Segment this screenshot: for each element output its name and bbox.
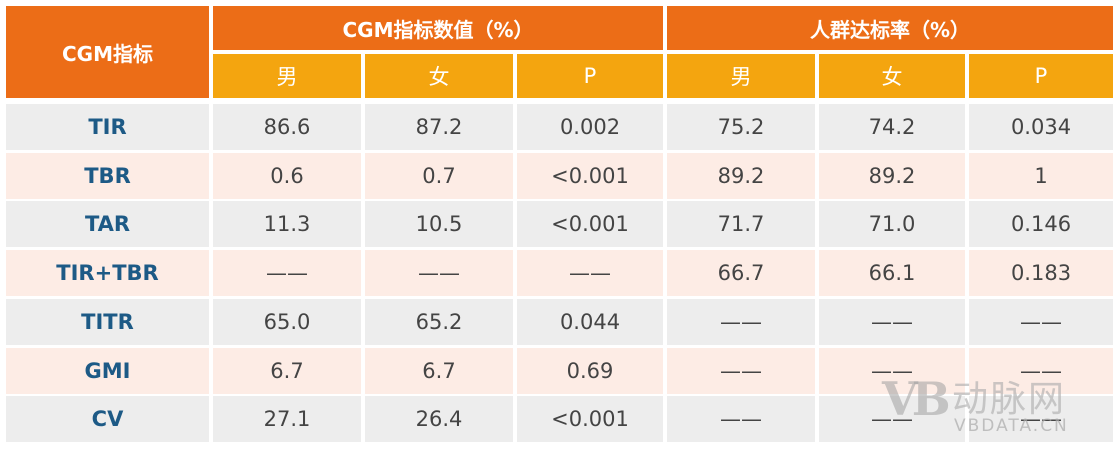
sub-header: P (969, 54, 1113, 98)
table-cell: 71.7 (667, 201, 815, 247)
table-cell: 66.7 (667, 250, 815, 296)
table-cell: 71.0 (819, 201, 965, 247)
table-cell: —— (365, 250, 513, 296)
vb-logo-icon: VB (882, 372, 951, 426)
table-cell: <0.001 (517, 153, 663, 199)
table-cell: —— (969, 348, 1113, 394)
table-cell: 0.146 (969, 201, 1113, 247)
table-cell: 65.0 (213, 299, 361, 345)
vbdata-watermark: VB 动脉网 VBDATA.CN (882, 368, 1112, 448)
metric-name: TBR (6, 153, 209, 199)
table-cell: 0.034 (969, 104, 1113, 150)
table-cell: 89.2 (667, 153, 815, 199)
table-cell: 26.4 (365, 396, 513, 442)
corner-header: CGM指标 (6, 6, 209, 98)
table-cell: <0.001 (517, 396, 663, 442)
table-cell: 75.2 (667, 104, 815, 150)
table-cell: —— (213, 250, 361, 296)
table-cell: 10.5 (365, 201, 513, 247)
table-cell: 65.2 (365, 299, 513, 345)
metric-name: TIR+TBR (6, 250, 209, 296)
metric-name: TAR (6, 201, 209, 247)
table-cell: —— (667, 348, 815, 394)
watermark-en-text: VBDATA.CN (954, 416, 1069, 436)
sub-header: 男 (213, 54, 361, 98)
sub-header: 女 (819, 54, 965, 98)
table-cell: 0.044 (517, 299, 663, 345)
group-header-rate: 人群达标率（%） (667, 6, 1113, 50)
table-cell: 0.6 (213, 153, 361, 199)
table-cell: 6.7 (365, 348, 513, 394)
table-cell: 27.1 (213, 396, 361, 442)
table-cell: <0.001 (517, 201, 663, 247)
watermark-cn-text: 动脉网 (952, 379, 1067, 420)
table-cell: —— (969, 299, 1113, 345)
metric-name: CV (6, 396, 209, 442)
table-cell: 0.183 (969, 250, 1113, 296)
sub-header: 女 (365, 54, 513, 98)
group-header-values: CGM指标数值（%） (213, 6, 663, 50)
table-cell: 74.2 (819, 104, 965, 150)
table-cell: —— (667, 396, 815, 442)
table-cell: —— (667, 299, 815, 345)
table-cell: —— (819, 396, 965, 442)
sub-header: P (517, 54, 663, 98)
table-cell: —— (819, 299, 965, 345)
cgm-table: CGM指标 CGM指标数值（%） 人群达标率（%）男女 P 男女 P TIR 86.6 87.2… (6, 6, 1113, 448)
table-cell: 86.6 (213, 104, 361, 150)
table-cell: —— (517, 250, 663, 296)
table-cell: 89.2 (819, 153, 965, 199)
table-cell: 0.7 (365, 153, 513, 199)
table-cell: 6.7 (213, 348, 361, 394)
sub-header: 男 (667, 54, 815, 98)
metric-name: TIR (6, 104, 209, 150)
metric-name: TITR (6, 299, 209, 345)
table-cell: —— (969, 396, 1113, 442)
table-cell: 11.3 (213, 201, 361, 247)
table-cell: 66.1 (819, 250, 965, 296)
table-cell: —— (819, 348, 965, 394)
metric-name: GMI (6, 348, 209, 394)
table-cell: 87.2 (365, 104, 513, 150)
table-cell: 0.002 (517, 104, 663, 150)
table-cell: 1 (969, 153, 1113, 199)
table-cell: 0.69 (517, 348, 663, 394)
